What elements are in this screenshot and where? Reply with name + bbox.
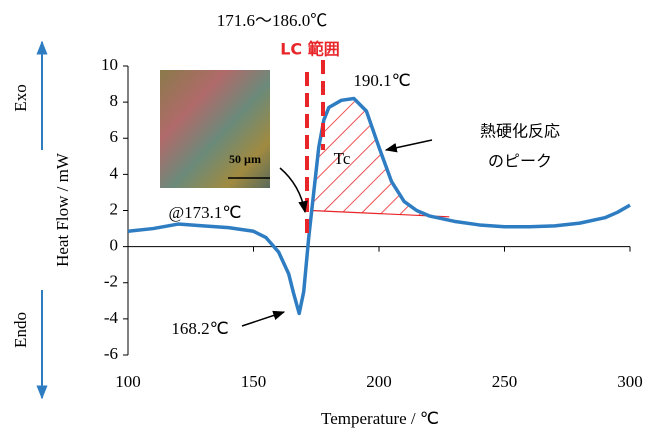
- micrograph: [160, 70, 270, 188]
- y-tick-label: 6: [110, 127, 119, 146]
- y-tick-label: -4: [104, 308, 119, 327]
- annotation: Tc: [334, 149, 351, 168]
- x-axis-title: Temperature / ℃: [321, 409, 439, 428]
- hatched-area: [311, 99, 449, 217]
- y-tick-label: 8: [110, 91, 119, 110]
- exo-label: Exo: [11, 84, 30, 111]
- x-tick-label: 300: [617, 372, 643, 391]
- scale-label: 50 µm: [229, 152, 261, 166]
- annotation: @173.1℃: [169, 203, 242, 222]
- arrow: [386, 140, 432, 150]
- annotation: 熱硬化反応: [480, 122, 560, 141]
- annotation: 171.6～186.0℃: [217, 11, 328, 30]
- x-tick-label: 100: [115, 372, 141, 391]
- y-axis-title: Heat Flow / mW: [53, 152, 72, 267]
- annotation: 168.2℃: [171, 319, 228, 338]
- annotation: のピーク: [488, 152, 552, 171]
- y-tick-label: -6: [104, 344, 118, 363]
- x-tick-label: 200: [366, 372, 392, 391]
- arrow: [242, 312, 284, 326]
- y-tick-label: -2: [104, 272, 118, 291]
- chart: -6 -4 -2 0 2 4 6 8 10 100 150 200 250 300 50 µm 171.6…: [0, 0, 649, 432]
- y-tick-label: 0: [110, 236, 119, 255]
- annotation: 190.1℃: [353, 71, 410, 90]
- y-tick-label: 2: [110, 199, 119, 218]
- arrow: [280, 168, 305, 212]
- x-tick-label: 150: [241, 372, 267, 391]
- x-tick-label: 250: [492, 372, 518, 391]
- y-tick-label: 4: [110, 163, 119, 182]
- y-tick-label: 10: [101, 55, 118, 74]
- endo-label: Endo: [11, 312, 30, 348]
- annotation: LC 範囲: [280, 40, 340, 59]
